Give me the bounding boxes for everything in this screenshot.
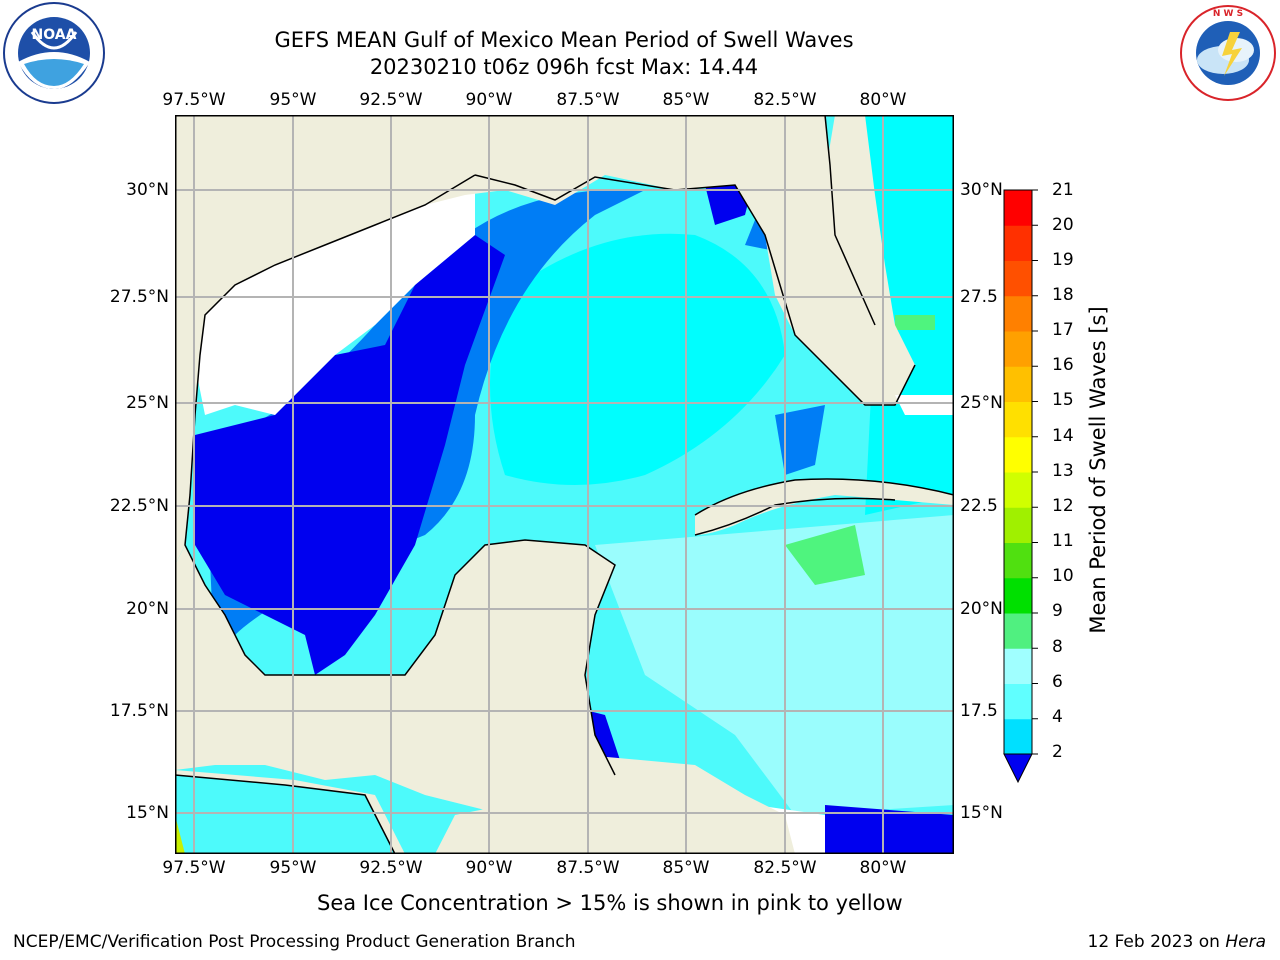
lat-label-left: 25°N	[126, 393, 169, 413]
lon-label-bottom: 95°W	[269, 858, 317, 878]
lon-label-top: 80°W	[859, 90, 907, 110]
lon-label-bottom: 90°W	[465, 858, 513, 878]
lon-label-bottom: 87.5°W	[556, 858, 620, 878]
lon-label-bottom: 85°W	[662, 858, 710, 878]
land-central-america	[435, 755, 795, 854]
colorbar-tick: 17	[1052, 320, 1074, 340]
coastlines	[175, 115, 954, 854]
lat-label-right: 30°N	[960, 180, 1003, 200]
colorbar-tick: 15	[1052, 390, 1074, 410]
colorbar-tick: 11	[1052, 531, 1074, 551]
pacific-corner	[175, 775, 395, 854]
lat-label-left: 15°N	[126, 803, 169, 823]
svg-text:N W S: N W S	[1213, 9, 1243, 19]
map-frame	[175, 115, 954, 854]
colorbar-tick: 19	[1052, 250, 1074, 270]
lat-label-left: 17.5°N	[109, 701, 169, 721]
colorbar-segment	[1004, 225, 1032, 261]
colorbar-tick: 12	[1052, 496, 1074, 516]
lat-label-right: 15°N	[960, 803, 1003, 823]
footer-date: 12 Feb 2023 on Hera	[1088, 932, 1266, 952]
lon-label-top: 82.5°W	[753, 90, 817, 110]
colorbar	[1003, 189, 1038, 784]
land-florida	[735, 115, 915, 405]
lon-label-bottom: 97.5°W	[162, 858, 226, 878]
colorbar-tick: 16	[1052, 355, 1074, 375]
lat-label-right: 25°N	[960, 393, 1003, 413]
nws-logo: N W S	[1178, 4, 1278, 102]
land-cuba	[695, 479, 954, 535]
colorbar-segment	[1004, 436, 1032, 473]
colorbar-label: Mean Period of Swell Waves [s]	[1086, 306, 1110, 634]
noaa-logo: NOAA	[2, 2, 106, 104]
lon-label-top: 90°W	[465, 90, 513, 110]
footer-branch: NCEP/EMC/Verification Post Processing Pr…	[13, 932, 576, 952]
lon-label-bottom: 82.5°W	[753, 858, 817, 878]
lat-label-right: 17.5	[960, 701, 998, 721]
colorbar-segment	[1004, 577, 1032, 614]
colorbar-tick: 6	[1052, 672, 1063, 692]
colorbar-tick: 18	[1052, 285, 1074, 305]
gulf-deep-zone	[195, 235, 505, 675]
lon-label-top: 97.5°W	[162, 90, 226, 110]
colorbar-tick: 14	[1052, 426, 1074, 446]
lat-label-left: 20°N	[126, 599, 169, 619]
colorbar-segment	[1004, 472, 1032, 508]
lon-label-top: 92.5°W	[359, 90, 423, 110]
colorbar-segment	[1004, 613, 1032, 649]
colorbar-segment	[1004, 542, 1032, 579]
colorbar-tick: 13	[1052, 461, 1074, 481]
colorbar-segment	[1004, 295, 1032, 332]
svg-text:NOAA: NOAA	[32, 27, 77, 43]
lon-label-bottom: 80°W	[859, 858, 907, 878]
colorbar-tick: 9	[1052, 601, 1063, 621]
lat-label-right: 27.5	[960, 287, 998, 307]
lat-label-left: 30°N	[126, 180, 169, 200]
colorbar-tick: 10	[1052, 566, 1074, 586]
green-swell-patch	[785, 525, 865, 585]
colorbar-segment	[1004, 507, 1032, 543]
caribbean-light-zone	[595, 515, 954, 815]
sea-ice-note: Sea Ice Concentration > 15% is shown in …	[317, 891, 903, 915]
colorbar-segment	[1004, 331, 1032, 367]
lat-label-left: 22.5°N	[109, 496, 169, 516]
colorbar-segment	[1004, 718, 1032, 755]
lat-label-left: 27.5°N	[109, 287, 169, 307]
colorbar-tick: 21	[1052, 180, 1074, 200]
footer-host: Hera	[1225, 932, 1266, 952]
lon-label-top: 87.5°W	[556, 90, 620, 110]
colorbar-segment	[1004, 260, 1032, 297]
land-usa	[175, 115, 954, 565]
footer-date-text: 12 Feb 2023 on	[1087, 932, 1226, 952]
lon-label-top: 85°W	[662, 90, 710, 110]
lat-label-right: 20°N	[960, 599, 1003, 619]
chart-subtitle: 20230210 t06z 096h fcst Max: 14.44	[369, 55, 759, 79]
colorbar-segment	[1004, 648, 1032, 684]
land-mexico	[175, 540, 615, 835]
colorbar-segment	[1004, 190, 1032, 226]
colorbar-tick: 20	[1052, 215, 1074, 235]
lat-label-right: 22.5	[960, 496, 998, 516]
colorbar-segment	[1004, 401, 1032, 438]
colorbar-tick: 2	[1052, 742, 1063, 762]
colorbar-segment	[1004, 366, 1032, 402]
colorbar-tick: 8	[1052, 637, 1063, 657]
map-panel	[175, 115, 954, 854]
graticule	[175, 115, 954, 854]
lon-label-top: 95°W	[269, 90, 317, 110]
lon-label-bottom: 92.5°W	[359, 858, 423, 878]
colorbar-tick: 4	[1052, 707, 1063, 727]
colorbar-segment	[1004, 683, 1032, 720]
chart-title: GEFS MEAN Gulf of Mexico Mean Period of …	[274, 28, 854, 52]
colorbar-extend-arrow	[1003, 753, 1033, 784]
